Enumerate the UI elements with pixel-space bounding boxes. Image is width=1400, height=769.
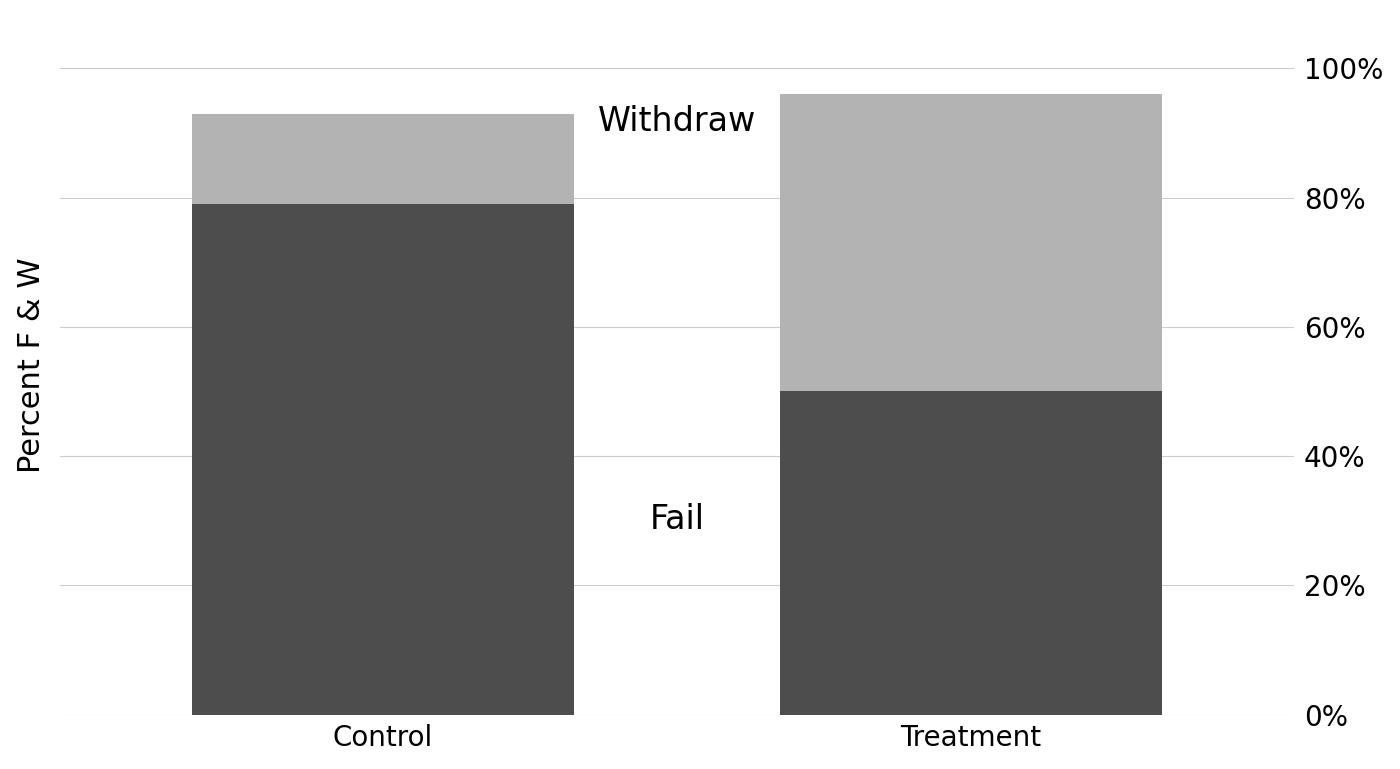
Bar xyxy=(192,114,574,204)
Bar xyxy=(780,391,1162,714)
Text: Fail: Fail xyxy=(650,503,704,536)
Y-axis label: Percent F & W: Percent F & W xyxy=(17,258,46,474)
Bar xyxy=(780,95,1162,391)
Text: Withdraw: Withdraw xyxy=(598,105,756,138)
Bar xyxy=(192,204,574,714)
